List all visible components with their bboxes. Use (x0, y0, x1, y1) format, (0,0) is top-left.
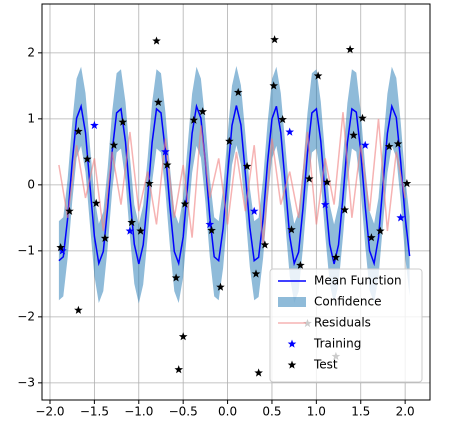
star-point (127, 218, 136, 227)
star-point (270, 35, 279, 44)
legend-label: Training (313, 337, 361, 351)
star-point (331, 252, 341, 262)
star-point (171, 273, 181, 282)
x-tick-label: 1.5 (351, 405, 370, 419)
star-point (178, 332, 188, 341)
star-point (180, 199, 190, 208)
legend-label: Confidence (314, 295, 381, 309)
star-point (56, 243, 65, 252)
star-point (91, 198, 101, 207)
star-point (152, 36, 161, 45)
star-point (74, 305, 83, 314)
star-point (162, 160, 172, 169)
star-point (205, 219, 215, 229)
x-tick-label: −1.5 (80, 405, 109, 419)
star-point (145, 179, 154, 188)
legend-swatch (287, 339, 297, 348)
star-point (367, 233, 376, 242)
legend-label: Residuals (314, 316, 371, 330)
y-tick-label: 2 (27, 45, 35, 59)
star-point (242, 161, 252, 170)
star-point (251, 269, 261, 278)
plot-frame (41, 3, 431, 401)
legend-label: Test (313, 358, 338, 372)
mean-line (58, 103, 411, 267)
star-point (90, 120, 99, 130)
star-point (349, 130, 358, 139)
star-point (233, 87, 243, 97)
legend-box (269, 268, 423, 383)
star-point (360, 140, 370, 149)
star-point (254, 368, 263, 377)
star-point (287, 225, 296, 234)
confidence-band (58, 66, 410, 304)
x-tick-label: 1.0 (307, 405, 326, 419)
x-tick-label: 0.5 (262, 405, 281, 419)
star-point (74, 126, 83, 135)
x-tick-label: −2.0 (35, 405, 64, 419)
star-point (125, 226, 135, 235)
star-point (313, 71, 323, 80)
star-point (100, 233, 110, 242)
star-point (396, 213, 405, 222)
y-tick-label: 1 (27, 111, 35, 125)
star-point (174, 365, 183, 374)
star-point (345, 45, 355, 54)
star-point (249, 206, 259, 215)
star-point (118, 117, 128, 126)
star-point (278, 115, 287, 124)
y-tick-label: −1 (17, 243, 35, 257)
axes: −2.0 −1.5 −1.0 −0.5 0.0 0.5 1.0 1.5 2.0 −3 −2 −1 0 1 2 (17, 3, 431, 419)
x-tick-label: 0.0 (218, 405, 237, 419)
star-point (340, 205, 349, 214)
star-point (269, 81, 278, 90)
star-point (305, 174, 314, 183)
x-tick-label: −1.0 (124, 405, 153, 419)
star-point (109, 140, 119, 149)
star-point (393, 139, 403, 148)
star-point (358, 113, 367, 122)
star-point (384, 142, 394, 151)
y-tick-label: −3 (17, 375, 35, 389)
star-point (154, 97, 163, 106)
x-tick-label: 2.0 (396, 405, 415, 419)
star-point (198, 107, 207, 116)
star-point (321, 200, 330, 209)
x-tick-label: −0.5 (169, 405, 198, 419)
legend-swatch (278, 297, 306, 307)
star-point (161, 147, 170, 156)
star-point (225, 136, 234, 145)
star-point (322, 177, 332, 186)
star-point (136, 226, 145, 235)
star-point (376, 226, 385, 235)
star-point (260, 240, 270, 249)
star-point (189, 115, 199, 124)
legend-swatch (287, 360, 297, 369)
star-point (65, 206, 74, 215)
y-tick-label: −2 (17, 309, 35, 323)
star-point (402, 179, 412, 188)
legend-label: Mean Function (314, 274, 402, 288)
star-point (296, 260, 305, 269)
y-tick-label: 0 (27, 177, 35, 191)
legend: Mean Function Confidence Residuals Training… (269, 268, 423, 383)
star-point (216, 282, 225, 291)
star-point (207, 225, 216, 234)
residual-line (58, 112, 406, 245)
star-point (285, 127, 294, 136)
star-point (83, 154, 92, 163)
